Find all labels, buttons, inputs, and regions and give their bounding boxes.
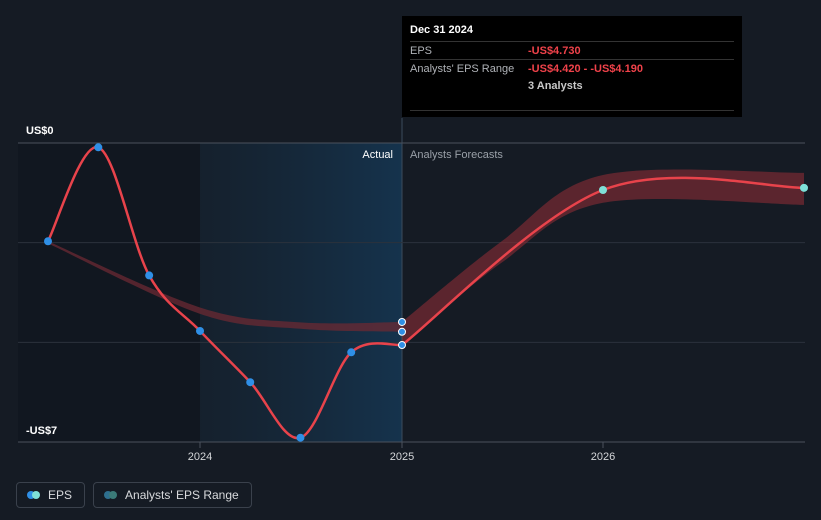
- tooltip-eps-label: EPS: [410, 44, 433, 57]
- tooltip-range-value: -US$4.420 - -US$4.190: [528, 62, 643, 75]
- y-bottom-label: -US$7: [26, 425, 57, 437]
- highlight-point-0: [398, 317, 406, 326]
- x-tick-label-2025: 2025: [390, 451, 414, 463]
- legend-eps[interactable]: EPS: [16, 482, 86, 508]
- eps-point-1: [94, 143, 103, 152]
- tooltip-row-range: Analysts' EPS Range -US$4.420 - -US$4.19…: [410, 59, 734, 77]
- legend: EPS Analysts' EPS Range: [16, 482, 252, 508]
- eps-point-6: [347, 348, 356, 357]
- tooltip-eps-value: -US$4.730: [528, 44, 581, 57]
- legend-eps-dot-1: [27, 491, 35, 499]
- highlight-point-1: [398, 327, 406, 336]
- legend-eps-label: EPS: [48, 488, 73, 502]
- highlight-point-2: [398, 341, 406, 350]
- eps-point-2: [145, 271, 154, 280]
- y-top-label: US$0: [26, 125, 54, 137]
- legend-range-label: Analysts' EPS Range: [125, 488, 239, 502]
- x-tick-label-2024: 2024: [188, 451, 212, 463]
- eps-forecast-point-0: [599, 185, 607, 194]
- actual-region: [200, 143, 402, 442]
- legend-eps-swatch: [27, 491, 40, 499]
- eps-point-5: [296, 433, 305, 442]
- eps-forecast-point-1: [800, 183, 808, 192]
- legend-range-dot-1: [104, 491, 113, 499]
- analyst-range-forecast-band: [402, 169, 804, 346]
- tooltip-range-label: Analysts' EPS Range: [410, 62, 515, 75]
- tooltip-row-spacer: [410, 94, 734, 111]
- tooltip-analysts-value: 3 Analysts: [528, 79, 583, 92]
- legend-range-swatch: [104, 491, 118, 499]
- legend-analysts-range[interactable]: Analysts' EPS Range: [93, 482, 252, 508]
- legend-eps-dot-2: [32, 491, 40, 499]
- legend-range-dot-2: [109, 491, 118, 499]
- past-region: [18, 143, 200, 442]
- tooltip-row-analysts: 3 Analysts: [410, 77, 734, 94]
- eps-point-3: [196, 326, 204, 335]
- actual-label: Actual: [362, 149, 393, 161]
- eps-point-4: [246, 378, 255, 387]
- tooltip-date: Dec 31 2024: [410, 24, 473, 36]
- eps-point-0: [44, 237, 52, 246]
- tooltip: Dec 31 2024 EPS -US$4.730 Analysts' EPS …: [402, 16, 742, 117]
- x-tick-label-2026: 2026: [591, 451, 615, 463]
- forecast-label: Analysts Forecasts: [410, 149, 503, 161]
- eps-forecast-line: [401, 176, 805, 347]
- tooltip-row-eps: EPS -US$4.730: [410, 41, 734, 59]
